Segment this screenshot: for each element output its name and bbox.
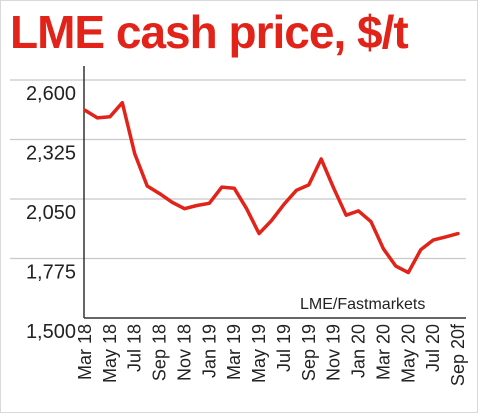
series-line (85, 103, 458, 273)
x-tick-label: Jul 19 (274, 324, 294, 372)
x-tick-label: May 19 (249, 324, 269, 383)
x-tick-label: Jul 18 (125, 324, 145, 372)
x-tick-label: Nov 18 (174, 324, 194, 381)
y-tick-label: 1,775 (26, 262, 76, 284)
y-tick-label: 1,500 (26, 321, 76, 343)
source-label: LME/Fastmarkets (300, 296, 425, 313)
x-tick-label: Jan 20 (349, 324, 369, 378)
x-tick-label: Mar 19 (224, 324, 244, 380)
x-tick-label: Mar 18 (75, 324, 95, 380)
x-tick-label: May 20 (398, 324, 418, 383)
y-tick-label: 2,600 (26, 83, 76, 105)
y-tick-label: 2,050 (26, 202, 76, 224)
x-tick-label: Jul 20 (423, 324, 443, 372)
x-tick-label: Mar 20 (373, 324, 393, 380)
x-tick-label: May 18 (100, 324, 120, 383)
x-tick-label: Sep 19 (299, 324, 319, 381)
x-tick-label: Jan 19 (199, 324, 219, 378)
y-tick-label: 2,325 (26, 143, 76, 165)
x-tick-label: Sep 20f (448, 323, 468, 386)
x-tick-label: Nov 19 (324, 324, 344, 381)
x-tick-label: Sep 18 (150, 324, 170, 381)
